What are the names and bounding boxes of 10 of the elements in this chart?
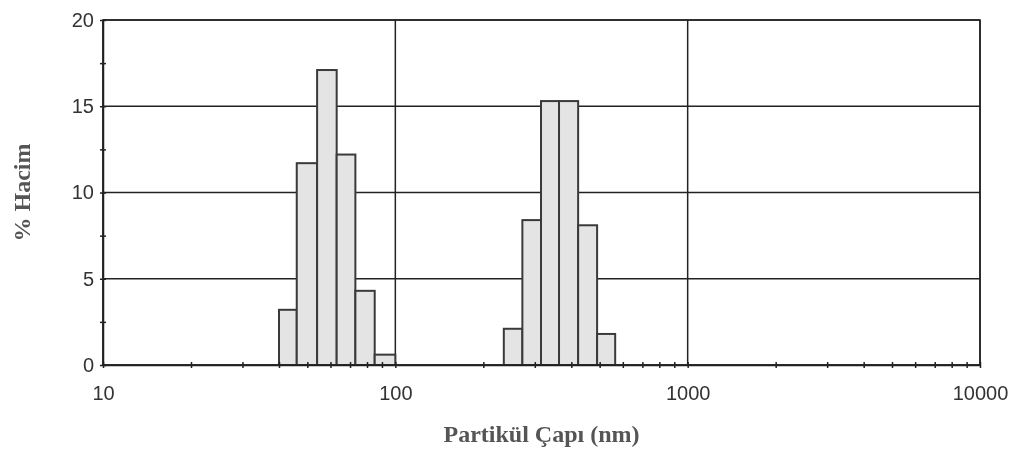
x-tick-label: 1000 [665,382,711,404]
y-axis-title: % Hacim [9,143,35,242]
y-tick-label: 5 [82,267,94,290]
x-tick-label: 10000 [952,382,1009,404]
y-tick-label: 20 [71,8,94,31]
y-tick-label: 10 [71,181,94,204]
x-axis-title: Partikül Çapı (nm) [443,421,640,447]
x-tick-label: 100 [379,382,413,404]
y-tick-label: 0 [82,353,94,376]
y-tick-label: 15 [71,95,94,118]
